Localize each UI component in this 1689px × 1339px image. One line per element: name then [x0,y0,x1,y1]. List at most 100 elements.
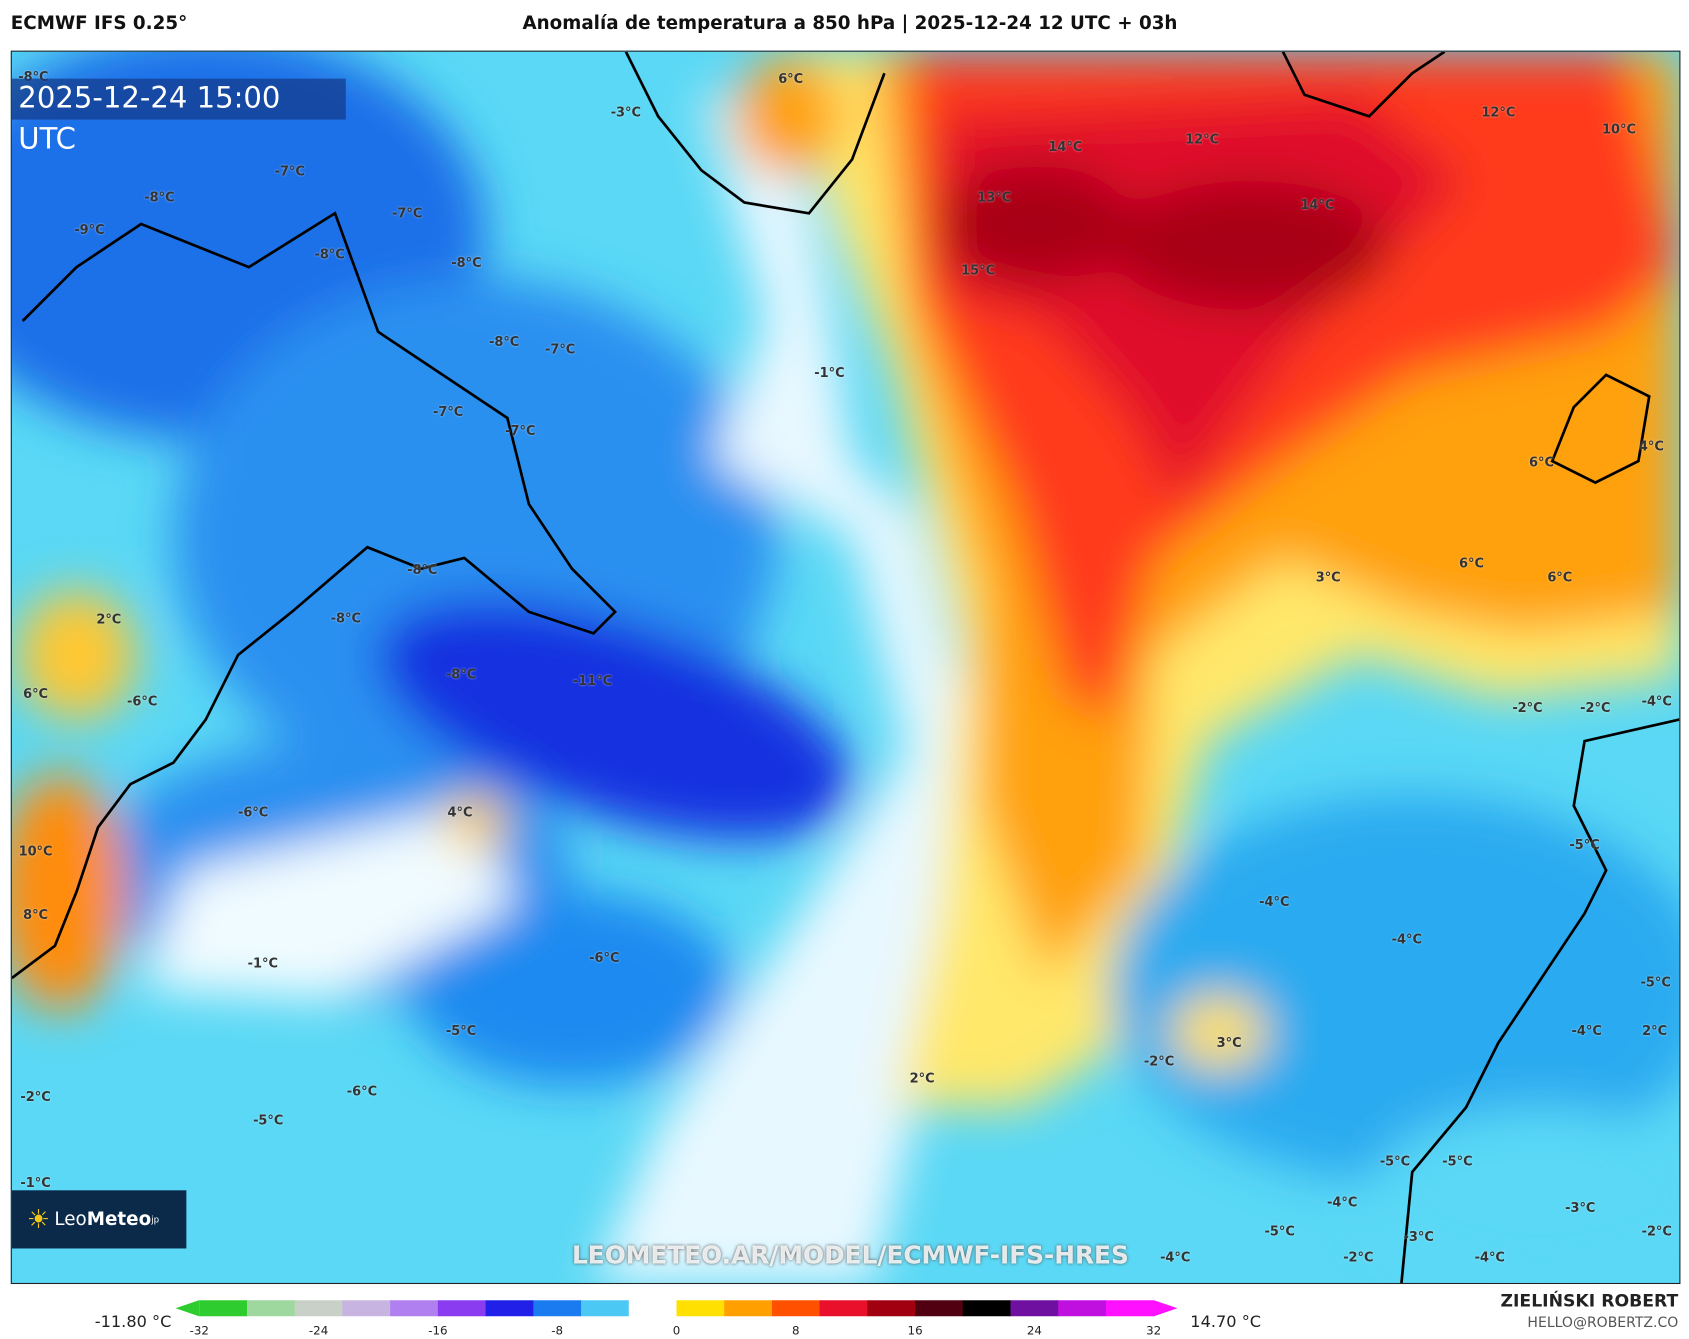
colorbar-swatch [867,1300,916,1317]
contour-label: 12°C [1185,131,1220,147]
contour-label: 6°C [1529,454,1554,470]
contour-label: -5°C [445,1023,477,1039]
contour-label: 2°C [96,611,122,627]
contour-label: 14°C [1048,138,1083,155]
logo-text-b: Meteo [86,1208,152,1231]
map-title: Anomalía de temperatura a 850 hPa | 2025… [522,12,1178,35]
model-name: ECMWF IFS 0.25° [10,12,188,35]
contour-label: -5°C [1569,836,1600,853]
colorbar-swatch [247,1300,296,1317]
contour-label: -8°C [330,610,361,626]
contour-label: -5°C [253,1112,284,1128]
contour-label: 12°C [1481,104,1516,120]
contour-label: -3°C [610,104,642,120]
contour-label: -2°C [1343,1249,1374,1265]
colorbar-swatch [1010,1300,1059,1317]
colorbar-swatch [437,1300,487,1317]
coastlines [11,51,1680,1283]
contour-label: 4°C [447,804,473,820]
colorbar-tick-label: -24 [308,1323,329,1338]
contour-label: -7°C [505,423,536,439]
contour-label: -4°C [1327,1194,1358,1210]
colorbar-swatch [199,1300,248,1317]
contour-label: -4°C [1160,1249,1191,1265]
valid-time-badge: 2025-12-24 15:00 UTC [11,78,346,156]
colorbar [175,1300,1178,1317]
contour-label: -6°C [237,804,269,820]
contour-label: -7°C [274,163,305,179]
sun-icon: ☀ [26,1204,51,1235]
contour-label: -2°C [20,1089,51,1105]
colorbar-extend-arrow [175,1300,200,1317]
contour-label: 6°C [1547,569,1573,585]
map-fields [11,51,1680,1283]
contour-label: -4°C [1571,1023,1602,1039]
contour-label: -8°C [144,189,175,205]
colorbar-tick-label: 16 [907,1323,923,1338]
watermark: LEOMETEO.AR/MODEL/ECMWF-IFS-HRES [571,1242,1129,1271]
contour-label: -8°C [407,562,438,578]
contour-label: -2°C [1143,1053,1175,1069]
colorbar-tick-label: 0 [672,1323,681,1338]
colorbar-tick-label: 24 [1026,1323,1042,1338]
contour-label: -5°C [1379,1153,1411,1169]
colorbar-swatch [962,1300,1012,1317]
contour-label: 10°C [1602,121,1637,137]
colorbar-swatch [724,1300,773,1317]
colorbar-extend-arrow [1153,1300,1178,1317]
contour-label: -4°C [1259,894,1290,910]
contour-label: 2°C [1642,1023,1668,1039]
min-value: -11.80 °C [94,1312,172,1332]
contour-label: 8°C [23,907,49,923]
colorbar-tick-label: -32 [189,1323,209,1338]
contour-label: -2°C [1641,1223,1672,1239]
contour-label: -11°C [572,673,613,689]
contour-label: 6°C [23,686,49,702]
contour-label: 3°C [1216,1035,1242,1051]
author-email[interactable]: HELLO@ROBERTZ.CO [1527,1315,1679,1332]
colorbar-swatch [533,1300,582,1317]
contour-label: -4°C [1391,931,1422,947]
colorbar-swatch [390,1300,439,1317]
colorbar-swatch [581,1300,630,1317]
contour-label: -6°C [589,950,620,966]
author: ZIELIŃSKI ROBERT [1500,1290,1679,1311]
max-value: 14.70 °C [1190,1312,1262,1332]
leometeo-logo[interactable]: ☀ Leo Meteo jp [11,1190,187,1249]
contour-label: 14°C [1300,197,1335,213]
contour-label: -6°C [346,1083,378,1099]
contour-label: 4°C [1638,438,1664,454]
contour-label: -7°C [432,403,464,420]
contour-label: 15°C [961,262,996,278]
temperature-anomaly-map[interactable]: -8°C -3°C 6°C 12°C 10°C -7°C -8°C 14°C 12°C -9°C -… [10,50,1681,1285]
contour-label: -2°C [1580,700,1611,716]
contour-label: -9°C [74,221,105,237]
contour-label: -5°C [1264,1223,1295,1239]
contour-label: 13°C [977,189,1012,205]
contour-label: -1°C [247,955,278,971]
contour-label: -2°C [1512,700,1543,716]
colorbar-swatch [485,1300,534,1317]
colorbar-tick-label: 32 [1146,1323,1162,1338]
contour-label: -7°C [392,205,423,221]
contour-label: -3°C [1403,1229,1434,1245]
contour-label: -8°C [488,333,520,350]
colorbar-swatch [294,1300,343,1317]
contour-label: -6°C [127,693,158,709]
contour-label: -4°C [1474,1249,1505,1265]
contour-label: -8°C [445,666,477,682]
contour-label: -1°C [20,1175,51,1191]
contour-label: 10°C [18,843,53,859]
logo-suffix: jp [151,1214,160,1225]
colorbar-tick-label: -8 [551,1323,564,1338]
colorbar-swatch [342,1300,391,1317]
colorbar-swatch [628,1300,678,1317]
colorbar-swatch [771,1300,821,1317]
contour-label: 6°C [1458,555,1484,571]
contour-label: -5°C [1640,974,1671,990]
colorbar-tick-label: -16 [428,1323,448,1338]
contour-label: -3°C [1565,1200,1596,1216]
colorbar-tick-label: 8 [792,1323,800,1338]
contour-label: 3°C [1315,569,1341,585]
